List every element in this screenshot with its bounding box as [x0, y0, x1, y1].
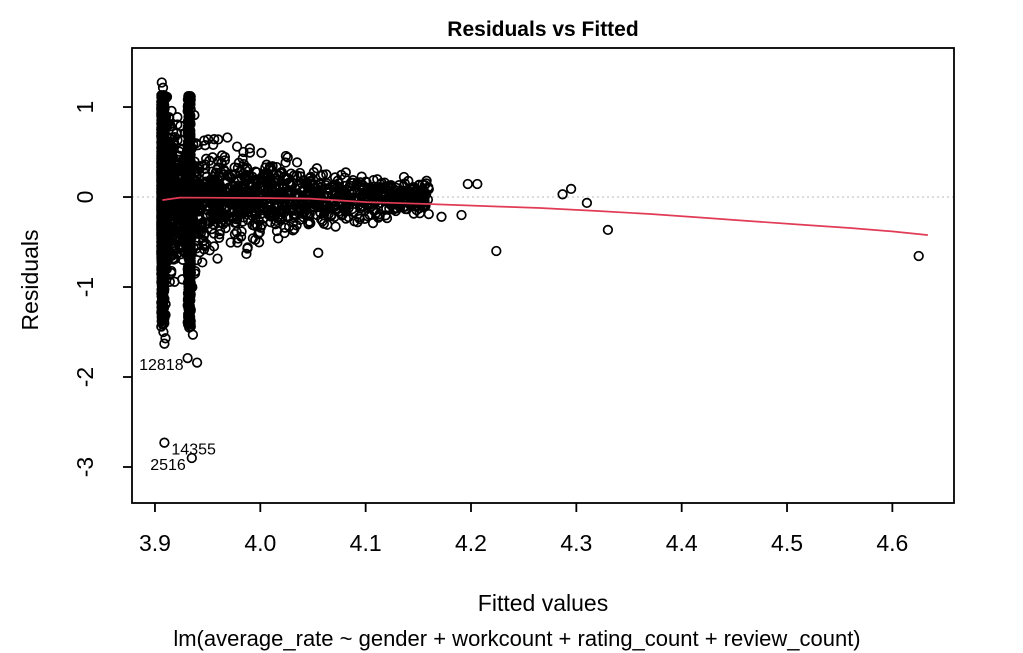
- data-point: [343, 202, 354, 213]
- model-formula-subtitle: lm(average_rate ~ gender + workcount + r…: [173, 626, 860, 651]
- y-axis-tick-label: 1: [72, 101, 98, 114]
- data-point: [581, 197, 593, 209]
- data-point: [242, 242, 253, 253]
- scatter-points-group: [156, 77, 924, 464]
- smooth-line-group: [162, 196, 929, 236]
- outlier-point-label: 12818: [139, 357, 184, 374]
- data-point: [456, 209, 467, 221]
- chart-title: Residuals vs Fitted: [447, 18, 638, 41]
- data-point: [313, 247, 324, 258]
- data-point: [379, 177, 390, 188]
- x-axis-tick-label: 4.2: [455, 530, 487, 556]
- outlier-point: [186, 452, 197, 464]
- data-point: [557, 189, 568, 200]
- data-point: [287, 225, 299, 236]
- y-axis-label: Residuals: [17, 230, 43, 331]
- outlier-point-label: 14355: [171, 442, 216, 459]
- data-point: [342, 197, 353, 208]
- outlier-point: [182, 352, 193, 364]
- data-point: [160, 333, 171, 344]
- data-point: [231, 141, 243, 152]
- outlier-point: [159, 437, 170, 448]
- y-axis-tick-label: 0: [72, 191, 98, 204]
- lowess-smooth-line: [162, 196, 929, 236]
- data-point: [187, 329, 199, 340]
- data-point: [256, 147, 267, 159]
- data-point: [436, 211, 447, 222]
- x-axis-tick-label: 4.5: [771, 530, 803, 556]
- data-point: [244, 143, 255, 154]
- y-axis-tick-label: -1: [72, 277, 98, 297]
- x-axis-label: Fitted values: [478, 590, 608, 616]
- data-point: [913, 250, 924, 262]
- data-point: [158, 326, 169, 338]
- outlier-point: [191, 357, 203, 368]
- outlier-point-label: 2516: [150, 457, 186, 474]
- x-axis-tick-label: 3.9: [139, 530, 171, 556]
- data-point: [160, 309, 171, 321]
- x-axis-tick-label: 4.0: [244, 530, 276, 556]
- data-point: [462, 178, 473, 190]
- data-point: [247, 233, 259, 244]
- x-axis-tick-label: 4.4: [666, 530, 698, 556]
- x-axis-tick-label: 4.3: [560, 530, 592, 556]
- data-point: [472, 178, 483, 190]
- x-axis-tick-label: 4.1: [350, 530, 382, 556]
- data-point: [367, 217, 379, 229]
- plot-border: [131, 47, 955, 504]
- data-point: [364, 182, 376, 194]
- data-point: [373, 212, 384, 223]
- data-point: [159, 338, 170, 349]
- data-point: [565, 183, 577, 195]
- data-point: [157, 304, 168, 315]
- dense-residual-cluster: [156, 77, 434, 333]
- x-axis-tick-label: 4.6: [876, 530, 908, 556]
- data-point: [282, 152, 293, 163]
- y-axis-tick-label: -3: [72, 457, 98, 477]
- data-point: [156, 321, 167, 332]
- axes-group: 3.9 4.0 4.1 4.2 4.3 4.4 4.5 4.6 1 0 -1 -2 -3: [72, 101, 908, 556]
- data-point: [345, 177, 357, 188]
- data-point: [602, 224, 614, 236]
- y-axis-tick-label: -2: [72, 367, 98, 387]
- data-point: [273, 233, 284, 244]
- data-point: [491, 245, 502, 257]
